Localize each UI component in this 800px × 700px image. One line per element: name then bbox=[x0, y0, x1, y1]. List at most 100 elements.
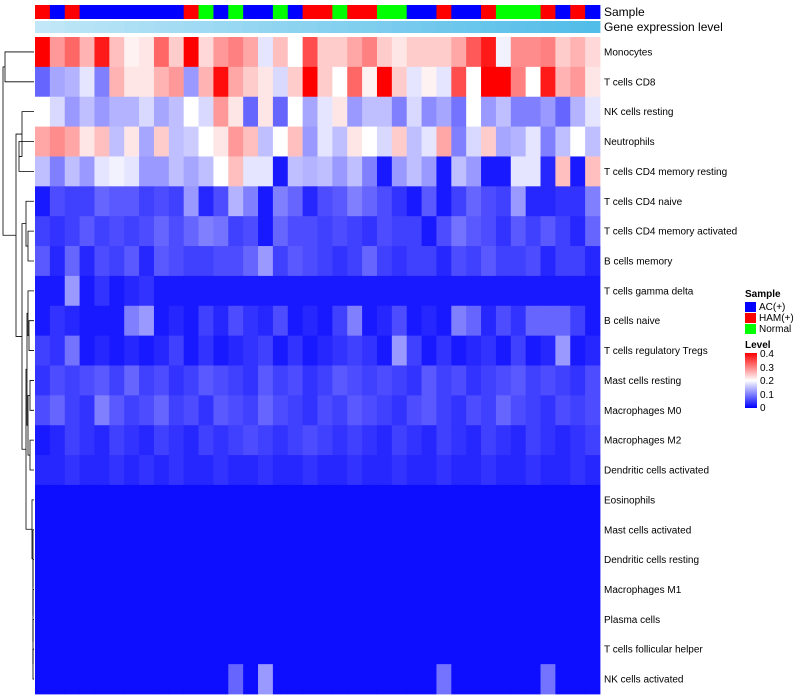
row-label: Neutrophils bbox=[604, 137, 655, 148]
heatmap-cell bbox=[495, 634, 512, 665]
heatmap-cell bbox=[228, 66, 244, 98]
heatmap-cell bbox=[168, 186, 185, 217]
heatmap-cell bbox=[272, 275, 289, 307]
heatmap-cell bbox=[153, 484, 170, 516]
heatmap-cell bbox=[451, 126, 467, 157]
heatmap-cell bbox=[287, 335, 304, 366]
heatmap-cell bbox=[49, 365, 66, 396]
heatmap-cell bbox=[49, 246, 66, 277]
heatmap-cell bbox=[495, 305, 512, 337]
heatmap-cell bbox=[540, 186, 556, 217]
heatmap-cell bbox=[585, 484, 601, 516]
row-label: Plasma cells bbox=[604, 615, 660, 626]
heatmap-cell bbox=[64, 574, 81, 605]
heatmap-cell bbox=[287, 186, 304, 217]
heatmap-cell bbox=[391, 275, 408, 307]
heatmap-cell bbox=[391, 574, 408, 605]
heatmap-cell bbox=[79, 335, 95, 366]
heatmap-cell bbox=[109, 186, 125, 217]
heatmap-cell bbox=[421, 664, 437, 695]
expression-annotation-cell bbox=[347, 21, 363, 33]
heatmap-cell bbox=[466, 275, 482, 307]
legend-level-tick-2: 0.2 bbox=[760, 376, 774, 387]
heatmap-cell bbox=[302, 335, 318, 366]
heatmap-cell bbox=[49, 305, 66, 337]
heatmap-cell bbox=[540, 634, 556, 665]
heatmap-cell bbox=[451, 574, 467, 605]
heatmap-cell bbox=[109, 634, 125, 665]
expression-annotation-cell bbox=[570, 21, 586, 33]
heatmap-cell bbox=[585, 66, 601, 98]
heatmap-cell bbox=[109, 156, 125, 187]
heatmap-cell bbox=[495, 484, 512, 516]
row-label: Monocytes bbox=[604, 47, 652, 58]
heatmap-cell bbox=[302, 305, 318, 337]
heatmap-cell bbox=[287, 96, 304, 127]
heatmap-cell bbox=[124, 425, 140, 456]
annotation-label-expression: Gene expression level bbox=[604, 20, 723, 34]
heatmap-cell bbox=[332, 335, 348, 366]
heatmap-cell bbox=[243, 544, 259, 575]
expression-annotation-cell bbox=[376, 21, 393, 33]
heatmap-cell bbox=[406, 335, 422, 366]
expression-annotation-cell bbox=[495, 21, 512, 33]
heatmap-cell bbox=[466, 455, 482, 486]
heatmap-cell bbox=[287, 37, 304, 68]
heatmap-cell bbox=[168, 66, 185, 98]
dendrogram-branch bbox=[2, 66, 16, 236]
heatmap-cell bbox=[243, 634, 259, 665]
heatmap-cell bbox=[35, 395, 51, 426]
heatmap-cell bbox=[317, 156, 333, 187]
sample-annotation-cell bbox=[495, 5, 512, 19]
heatmap-cell bbox=[49, 574, 66, 605]
heatmap-cell bbox=[466, 604, 482, 635]
heatmap-cell bbox=[421, 186, 437, 217]
heatmap-cell bbox=[436, 37, 452, 68]
sample-annotation-cell bbox=[585, 5, 601, 19]
heatmap-cell bbox=[183, 514, 199, 546]
heatmap-cell bbox=[362, 395, 378, 426]
heatmap-cell bbox=[49, 126, 66, 157]
heatmap-cell bbox=[347, 455, 363, 486]
heatmap-cell bbox=[347, 156, 363, 187]
heatmap-cell bbox=[495, 514, 512, 546]
heatmap-cell bbox=[302, 96, 318, 127]
sample-annotation-cell bbox=[466, 5, 482, 19]
heatmap-cell bbox=[436, 66, 452, 98]
heatmap-cell bbox=[570, 455, 586, 486]
heatmap-cell bbox=[139, 604, 155, 635]
heatmap-cell bbox=[495, 216, 512, 247]
heatmap-cell bbox=[287, 514, 304, 546]
heatmap-cell bbox=[436, 126, 452, 157]
heatmap-cell bbox=[466, 365, 482, 396]
heatmap-cell bbox=[376, 216, 393, 247]
heatmap-cell bbox=[198, 66, 214, 98]
heatmap-cell bbox=[94, 544, 110, 575]
heatmap-cell bbox=[243, 425, 259, 456]
heatmap-cell bbox=[228, 544, 244, 575]
heatmap-cell bbox=[332, 544, 348, 575]
heatmap-cell bbox=[243, 604, 259, 635]
sample-annotation-cell bbox=[287, 5, 304, 19]
heatmap-cell bbox=[213, 544, 229, 575]
heatmap-cell bbox=[525, 484, 541, 516]
heatmap-cell bbox=[109, 574, 125, 605]
heatmap-cell bbox=[168, 604, 185, 635]
heatmap-cell bbox=[94, 66, 110, 98]
heatmap-cell bbox=[362, 305, 378, 337]
heatmap-cell bbox=[347, 664, 363, 695]
heatmap-cell bbox=[302, 395, 318, 426]
heatmap-cell bbox=[347, 216, 363, 247]
heatmap-cell bbox=[272, 664, 289, 695]
heatmap-cell bbox=[555, 186, 571, 217]
heatmap-cell bbox=[213, 186, 229, 217]
sample-annotation-cell bbox=[406, 5, 422, 19]
heatmap-cell bbox=[317, 186, 333, 217]
heatmap-cell bbox=[347, 425, 363, 456]
heatmap-cell bbox=[451, 395, 467, 426]
heatmap-cell bbox=[79, 484, 95, 516]
heatmap-cell bbox=[391, 514, 408, 546]
expression-annotation-cell bbox=[35, 21, 51, 33]
heatmap-cell bbox=[258, 66, 274, 98]
heatmap-cell bbox=[109, 216, 125, 247]
